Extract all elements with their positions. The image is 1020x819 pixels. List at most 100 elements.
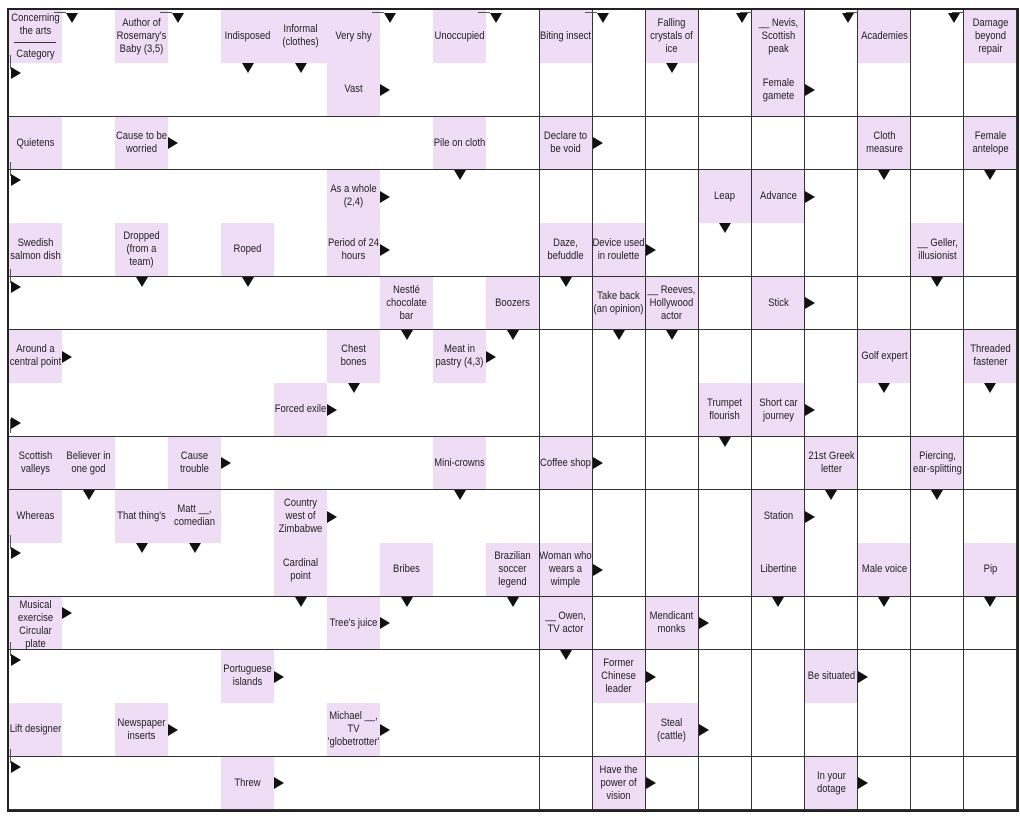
answer-cell[interactable] [274, 703, 328, 758]
answer-cell[interactable] [698, 63, 753, 118]
answer-cell[interactable] [539, 756, 594, 811]
answer-cell[interactable] [857, 490, 912, 544]
answer-cell[interactable] [221, 703, 275, 758]
answer-cell[interactable] [433, 383, 487, 438]
answer-cell[interactable] [486, 436, 541, 491]
answer-cell[interactable] [698, 756, 753, 811]
answer-cell[interactable] [274, 276, 328, 331]
answer-cell[interactable] [857, 223, 912, 278]
answer-cell[interactable] [327, 436, 381, 491]
answer-cell[interactable] [168, 650, 222, 704]
answer-cell[interactable] [62, 63, 116, 118]
answer-cell[interactable] [698, 276, 753, 331]
answer-cell[interactable] [592, 170, 647, 224]
answer-cell[interactable] [168, 276, 222, 331]
answer-cell[interactable] [486, 756, 541, 811]
answer-cell[interactable] [751, 330, 806, 384]
answer-cell[interactable] [168, 223, 222, 278]
answer-cell[interactable] [62, 703, 116, 758]
answer-cell[interactable] [857, 436, 912, 491]
answer-cell[interactable] [62, 116, 116, 171]
answer-cell[interactable] [274, 330, 328, 384]
answer-cell[interactable] [698, 490, 753, 544]
answer-cell[interactable] [115, 330, 169, 384]
answer-cell[interactable] [804, 116, 859, 171]
answer-cell[interactable] [804, 596, 859, 651]
answer-cell[interactable] [963, 490, 1018, 544]
answer-cell[interactable] [327, 116, 381, 171]
answer-cell[interactable] [486, 170, 541, 224]
answer-cell[interactable] [433, 650, 487, 704]
answer-cell[interactable] [486, 703, 541, 758]
answer-cell[interactable] [963, 276, 1018, 331]
answer-cell[interactable] [751, 703, 806, 758]
answer-cell[interactable] [751, 436, 806, 491]
answer-cell[interactable] [910, 543, 965, 598]
answer-cell[interactable] [645, 383, 700, 438]
answer-cell[interactable] [751, 116, 806, 171]
answer-cell[interactable] [910, 383, 965, 438]
answer-cell[interactable] [433, 543, 487, 598]
answer-cell[interactable] [486, 63, 541, 118]
answer-cell[interactable] [380, 756, 434, 811]
answer-cell[interactable] [539, 63, 594, 118]
answer-cell[interactable] [221, 330, 275, 384]
answer-cell[interactable] [857, 63, 912, 118]
answer-cell[interactable] [221, 116, 275, 171]
answer-cell[interactable] [539, 170, 594, 224]
answer-cell[interactable] [433, 223, 487, 278]
answer-cell[interactable] [221, 490, 275, 544]
answer-cell[interactable] [592, 383, 647, 438]
answer-cell[interactable] [433, 596, 487, 651]
answer-cell[interactable] [910, 276, 965, 331]
answer-cell[interactable] [963, 63, 1018, 118]
answer-cell[interactable] [327, 756, 381, 811]
answer-cell[interactable] [698, 543, 753, 598]
answer-cell[interactable] [62, 756, 116, 811]
answer-cell[interactable] [963, 703, 1018, 758]
answer-cell[interactable] [115, 596, 169, 651]
answer-cell[interactable] [963, 223, 1018, 278]
answer-cell[interactable] [380, 116, 434, 171]
answer-cell[interactable] [274, 170, 328, 224]
answer-cell[interactable] [539, 703, 594, 758]
answer-cell[interactable] [327, 650, 381, 704]
answer-cell[interactable] [62, 650, 116, 704]
answer-cell[interactable] [910, 596, 965, 651]
answer-cell[interactable] [698, 116, 753, 171]
answer-cell[interactable] [751, 650, 806, 704]
answer-cell[interactable] [168, 756, 222, 811]
answer-cell[interactable] [433, 63, 487, 118]
answer-cell[interactable] [486, 490, 541, 544]
answer-cell[interactable] [751, 223, 806, 278]
answer-cell[interactable] [168, 63, 222, 118]
answer-cell[interactable] [433, 756, 487, 811]
answer-cell[interactable] [539, 490, 594, 544]
answer-cell[interactable] [221, 596, 275, 651]
answer-cell[interactable] [274, 223, 328, 278]
answer-cell[interactable] [592, 596, 647, 651]
answer-cell[interactable] [221, 543, 275, 598]
answer-cell[interactable] [910, 63, 965, 118]
answer-cell[interactable] [645, 170, 700, 224]
answer-cell[interactable] [115, 436, 169, 491]
answer-cell[interactable] [327, 543, 381, 598]
answer-cell[interactable] [910, 170, 965, 224]
answer-cell[interactable] [804, 330, 859, 384]
answer-cell[interactable] [857, 276, 912, 331]
answer-cell[interactable] [910, 116, 965, 171]
answer-cell[interactable] [221, 170, 275, 224]
answer-cell[interactable] [963, 650, 1018, 704]
answer-cell[interactable] [115, 170, 169, 224]
answer-cell[interactable] [486, 223, 541, 278]
answer-cell[interactable] [539, 383, 594, 438]
answer-cell[interactable] [963, 436, 1018, 491]
answer-cell[interactable] [645, 116, 700, 171]
answer-cell[interactable] [115, 756, 169, 811]
answer-cell[interactable] [168, 383, 222, 438]
answer-cell[interactable] [327, 276, 381, 331]
answer-cell[interactable] [910, 650, 965, 704]
answer-cell[interactable] [168, 330, 222, 384]
answer-cell[interactable] [380, 436, 434, 491]
answer-cell[interactable] [645, 543, 700, 598]
